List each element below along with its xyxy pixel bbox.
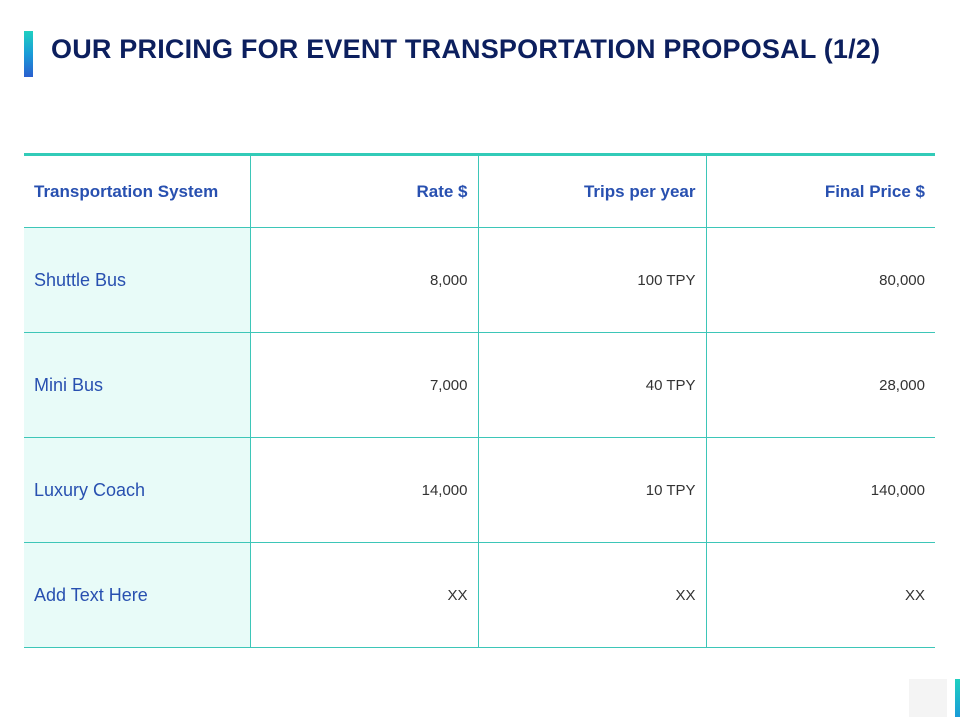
corner-accent-bar xyxy=(955,679,960,717)
row-trips: XX xyxy=(477,542,707,648)
row-system-label: Luxury Coach xyxy=(24,437,251,543)
row-system-label: Mini Bus xyxy=(24,332,251,438)
table-row: Add Text Here XX XX XX xyxy=(24,542,935,648)
table-header-row: Transportation System Rate $ Trips per y… xyxy=(24,154,935,228)
row-final-price: XX xyxy=(705,542,935,648)
pricing-table: Transportation System Rate $ Trips per y… xyxy=(24,153,935,648)
header-final-price: Final Price $ xyxy=(705,154,935,228)
table-row: Mini Bus 7,000 40 TPY 28,000 xyxy=(24,332,935,438)
table-row: Shuttle Bus 8,000 100 TPY 80,000 xyxy=(24,227,935,333)
row-trips: 40 TPY xyxy=(477,332,707,438)
row-final-price: 28,000 xyxy=(705,332,935,438)
table-row: Luxury Coach 14,000 10 TPY 140,000 xyxy=(24,437,935,543)
page-title: OUR PRICING FOR EVENT TRANSPORTATION PRO… xyxy=(51,34,881,64)
row-rate: XX xyxy=(249,542,479,648)
row-final-price: 80,000 xyxy=(705,227,935,333)
row-trips: 100 TPY xyxy=(477,227,707,333)
corner-decoration xyxy=(909,679,947,717)
header-rate: Rate $ xyxy=(249,154,479,228)
header-trips-per-year: Trips per year xyxy=(477,154,707,228)
row-rate: 14,000 xyxy=(249,437,479,543)
row-final-price: 140,000 xyxy=(705,437,935,543)
header-transportation-system: Transportation System xyxy=(24,154,251,228)
row-rate: 7,000 xyxy=(249,332,479,438)
row-system-label: Shuttle Bus xyxy=(24,227,251,333)
row-trips: 10 TPY xyxy=(477,437,707,543)
title-accent-bar xyxy=(24,31,33,77)
row-system-label: Add Text Here xyxy=(24,542,251,648)
row-rate: 8,000 xyxy=(249,227,479,333)
